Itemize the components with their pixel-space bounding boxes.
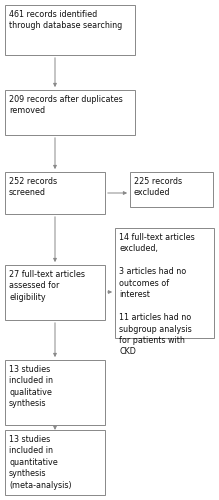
Text: 13 studies
included in
quantitative
synthesis
(meta-analysis): 13 studies included in quantitative synt… bbox=[9, 435, 72, 490]
FancyBboxPatch shape bbox=[5, 90, 135, 135]
FancyBboxPatch shape bbox=[5, 430, 105, 495]
FancyBboxPatch shape bbox=[115, 228, 214, 338]
FancyBboxPatch shape bbox=[130, 172, 213, 207]
FancyBboxPatch shape bbox=[5, 172, 105, 214]
FancyBboxPatch shape bbox=[5, 265, 105, 320]
FancyBboxPatch shape bbox=[5, 360, 105, 425]
Text: 27 full-text articles
assessed for
eligibility: 27 full-text articles assessed for eligi… bbox=[9, 270, 85, 302]
Text: 252 records
screened: 252 records screened bbox=[9, 177, 57, 198]
Text: 13 studies
included in
qualitative
synthesis: 13 studies included in qualitative synth… bbox=[9, 365, 53, 408]
Text: 225 records
excluded: 225 records excluded bbox=[134, 177, 182, 198]
Text: 14 full-text articles
excluded,

3 articles had no
outcomes of
interest

11 arti: 14 full-text articles excluded, 3 articl… bbox=[119, 233, 195, 356]
Text: 209 records after duplicates
removed: 209 records after duplicates removed bbox=[9, 95, 123, 116]
Text: 461 records identified
through database searching: 461 records identified through database … bbox=[9, 10, 122, 30]
FancyBboxPatch shape bbox=[5, 5, 135, 55]
